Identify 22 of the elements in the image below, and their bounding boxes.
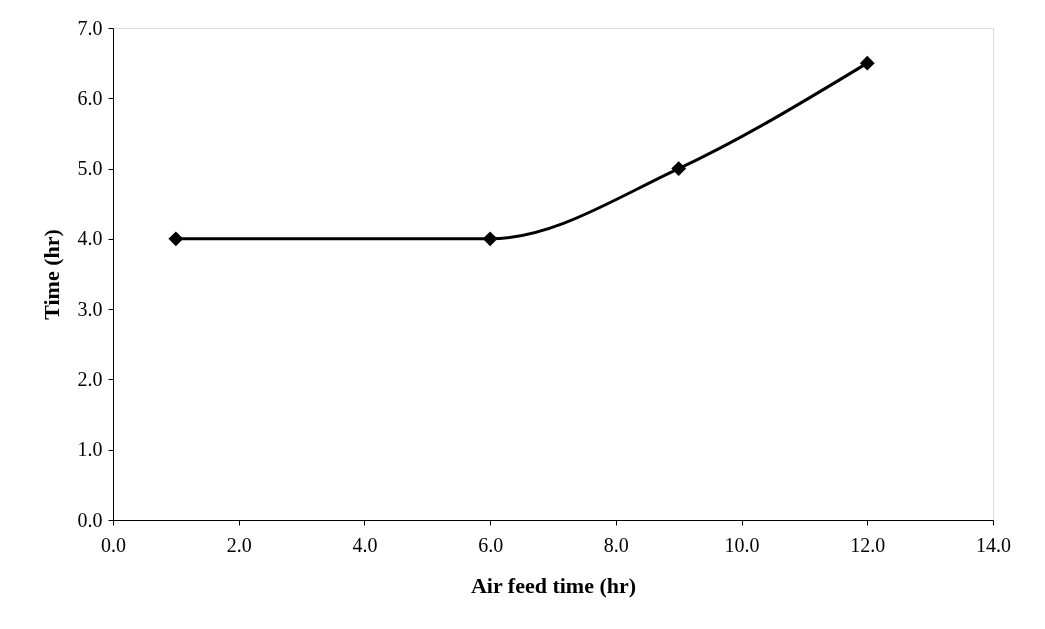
y-tick-label: 5.0 bbox=[77, 157, 103, 180]
point bbox=[168, 231, 184, 247]
y-tick-label: 4.0 bbox=[77, 227, 103, 250]
y-tick-label: 1.0 bbox=[77, 438, 103, 461]
x-tick-label: 6.0 bbox=[478, 533, 504, 556]
y-tick-label: 0.0 bbox=[77, 508, 103, 531]
y-tick-label: 2.0 bbox=[77, 367, 103, 390]
y-axis-title: Time (hr) bbox=[38, 229, 64, 320]
y-tick-label: 7.0 bbox=[77, 16, 103, 39]
x-tick-label: 2.0 bbox=[226, 533, 252, 556]
y-tick-label: 6.0 bbox=[77, 86, 103, 109]
y-tick-label: 3.0 bbox=[77, 297, 103, 320]
x-tick-label: 8.0 bbox=[603, 533, 629, 556]
point bbox=[482, 231, 498, 247]
point bbox=[671, 161, 687, 176]
x-axis-title: Air feed time (hr) bbox=[470, 572, 637, 598]
x-tick-label: 4.0 bbox=[352, 533, 378, 556]
point bbox=[859, 55, 875, 71]
x-tick-label: 12.0 bbox=[850, 533, 886, 556]
x-tick-label: 14.0 bbox=[976, 533, 1011, 556]
x-tick-label: 0.0 bbox=[101, 533, 126, 556]
x-tick-label: 10.0 bbox=[724, 533, 760, 556]
